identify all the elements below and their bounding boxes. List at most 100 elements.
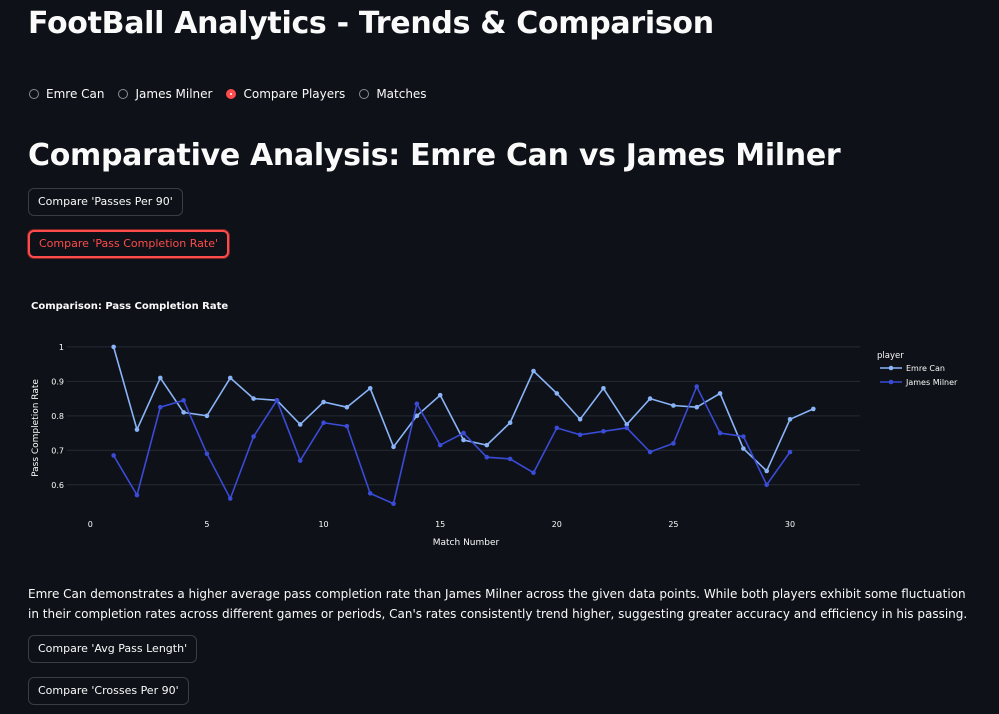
data-point[interactable] (391, 501, 396, 507)
data-point[interactable] (251, 434, 256, 439)
data-point[interactable] (764, 468, 770, 474)
data-point[interactable] (601, 385, 606, 391)
data-point[interactable] (507, 456, 513, 462)
data-point[interactable] (461, 430, 466, 436)
app-title: FootBall Analytics - Trends & Comparison (28, 6, 714, 41)
data-point[interactable] (321, 420, 326, 426)
data-point[interactable] (531, 368, 536, 374)
data-point[interactable] (297, 422, 303, 427)
compare-passes-per-90-button[interactable]: Compare 'Passes Per 90' (28, 188, 183, 216)
data-point[interactable] (227, 375, 233, 381)
data-point[interactable] (764, 482, 770, 488)
y-tick-label: 0.7 (51, 446, 64, 455)
data-point[interactable] (414, 401, 420, 407)
data-point[interactable] (741, 446, 746, 451)
data-point[interactable] (717, 391, 723, 396)
data-point[interactable] (251, 396, 256, 401)
data-point[interactable] (577, 416, 583, 422)
x-tick-label: 10 (318, 520, 328, 529)
comparison-description: Emre Can demonstrates a higher average p… (28, 587, 968, 621)
data-point[interactable] (111, 344, 116, 350)
radio-label: Matches (376, 87, 427, 101)
data-point[interactable] (787, 416, 793, 422)
data-point[interactable] (601, 429, 606, 434)
legend-title: player (877, 351, 904, 361)
compare-pass-completion-rate-button[interactable]: Compare 'Pass Completion Rate' (28, 230, 230, 258)
data-point[interactable] (414, 413, 420, 419)
data-point[interactable] (344, 404, 350, 410)
data-point[interactable] (624, 422, 630, 427)
data-point[interactable] (647, 449, 653, 455)
data-point[interactable] (717, 430, 723, 436)
data-point[interactable] (671, 403, 676, 408)
data-point[interactable] (531, 470, 536, 476)
compare-crosses-per-90-button[interactable]: Compare 'Crosses Per 90' (28, 677, 189, 705)
data-point[interactable] (671, 441, 676, 446)
radio-emre-can[interactable]: Emre Can (29, 87, 104, 101)
data-point[interactable] (554, 425, 560, 431)
data-point[interactable] (181, 410, 186, 415)
data-point[interactable] (624, 425, 630, 431)
radio-dot[interactable] (29, 89, 39, 99)
data-point[interactable] (437, 442, 443, 448)
legend-item[interactable]: James Milner (880, 378, 958, 387)
y-axis-ticks: 0.6 0.7 0.8 0.9 1 (51, 343, 64, 490)
data-point[interactable] (367, 491, 373, 496)
x-tick-label: 15 (435, 520, 445, 529)
y-tick-label: 0.9 (51, 377, 64, 386)
chart-legend[interactable]: player Emre Can James Milner (877, 351, 958, 387)
legend-item[interactable]: Emre Can (880, 364, 945, 373)
radio-dot-selected[interactable] (226, 89, 237, 99)
radio-dot[interactable] (359, 89, 370, 99)
series-james-milner (111, 384, 793, 507)
x-tick-label: 20 (552, 520, 562, 529)
radio-dot[interactable] (118, 89, 129, 99)
radio-james-milner[interactable]: James Milner (118, 87, 212, 101)
data-point[interactable] (134, 427, 140, 432)
radio-label: James Milner (135, 87, 213, 101)
data-point[interactable] (694, 384, 700, 389)
data-point[interactable] (204, 413, 210, 419)
data-point[interactable] (694, 404, 700, 410)
y-tick-label: 0.8 (51, 412, 64, 421)
data-point[interactable] (321, 399, 326, 405)
series-emre-can (111, 344, 816, 474)
section-title: Comparative Analysis: Emre Can vs James … (28, 138, 841, 173)
data-point[interactable] (227, 496, 233, 501)
line-chart-svg: Comparison: Pass Completion Rate 0.60.70… (31, 301, 958, 548)
data-point[interactable] (577, 432, 583, 438)
x-tick-label: 5 (204, 520, 209, 529)
data-point[interactable] (437, 392, 443, 398)
data-point[interactable] (367, 385, 373, 391)
data-point[interactable] (461, 437, 466, 443)
data-point[interactable] (157, 404, 163, 410)
data-point[interactable] (507, 420, 513, 426)
data-point[interactable] (344, 423, 350, 429)
data-point[interactable] (204, 451, 210, 457)
compare-avg-pass-length-button[interactable]: Compare 'Avg Pass Length' (28, 635, 198, 663)
data-point[interactable] (811, 406, 816, 412)
data-point[interactable] (134, 492, 140, 498)
chart-grid (67, 346, 860, 486)
data-point[interactable] (391, 444, 396, 450)
comparison-chart: Comparison: Pass Completion Rate 0.6 0.7 0… (0, 290, 999, 560)
data-point[interactable] (111, 453, 116, 458)
x-tick-label: 0 (88, 520, 93, 529)
chart-series (111, 344, 816, 507)
radio-compare-players[interactable]: Compare Players (226, 87, 345, 101)
data-point[interactable] (274, 398, 280, 403)
data-point[interactable] (297, 458, 303, 463)
data-point[interactable] (157, 375, 163, 381)
y-axis-label: Pass Completion Rate (31, 379, 41, 477)
legend-swatch-dot (888, 379, 894, 385)
x-tick-label: 30 (785, 520, 795, 529)
radio-label: Emre Can (46, 87, 105, 101)
data-point[interactable] (787, 449, 793, 455)
data-point[interactable] (484, 454, 490, 460)
radio-matches[interactable]: Matches (359, 87, 427, 101)
data-point[interactable] (181, 398, 186, 403)
data-point[interactable] (741, 434, 746, 439)
data-point[interactable] (484, 442, 490, 448)
data-point[interactable] (647, 396, 653, 401)
data-point[interactable] (554, 391, 560, 396)
